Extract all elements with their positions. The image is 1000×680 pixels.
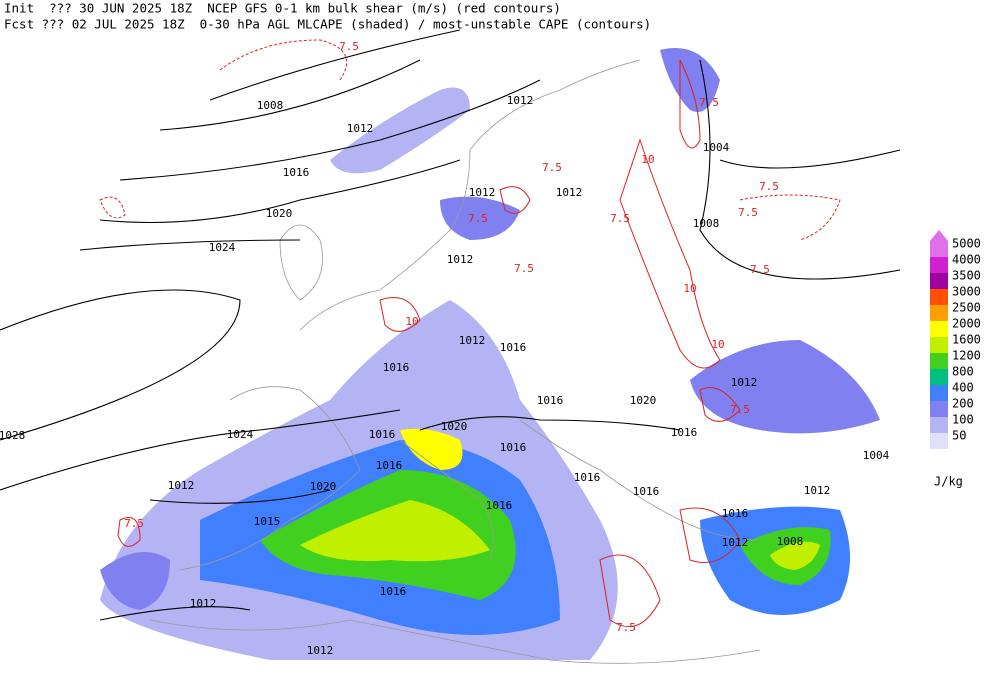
shear-label: 7.5 (730, 403, 750, 416)
isobar-label: 1016 (376, 459, 403, 472)
legend-unit: J/kg (934, 475, 963, 489)
legend-label: 5000 (952, 237, 981, 251)
isobar-label: 1028 (0, 429, 25, 442)
legend-swatch (930, 433, 948, 449)
legend-label: 800 (952, 365, 974, 379)
isobar-label: 1016 (486, 499, 513, 512)
isobar-label: 1008 (257, 99, 284, 112)
isobar-label: 1012 (804, 484, 831, 497)
isobar-label: 1004 (703, 141, 730, 154)
isobar-label: 1012 (556, 186, 583, 199)
legend-label: 3500 (952, 269, 981, 283)
shear-label: 7.5 (542, 161, 562, 174)
shear-label: 7.5 (738, 206, 758, 219)
shear-label: 7.5 (750, 263, 770, 276)
isobar-label: 1004 (863, 449, 890, 462)
isobar-label: 1016 (283, 166, 310, 179)
isobar-label: 1016 (722, 507, 749, 520)
isobar-label: 1012 (447, 253, 474, 266)
legend-swatch (930, 289, 948, 305)
legend-swatch (930, 241, 948, 257)
shear-contours (99, 39, 841, 628)
shear-label: 10 (405, 315, 418, 328)
legend-swatch (930, 417, 948, 433)
isobar-label: 1016 (383, 361, 410, 374)
isobar-label: 1016 (369, 428, 396, 441)
legend-label: 400 (952, 381, 974, 395)
legend-swatch (930, 337, 948, 353)
isobar-label: 1015 (254, 515, 281, 528)
legend-label: 2500 (952, 301, 981, 315)
shear-label: 7.5 (514, 262, 534, 275)
cape-shading (100, 48, 880, 660)
legend-label: 1200 (952, 349, 981, 363)
header-line: Fcst ??? 02 JUL 2025 18Z 0-30 hPa AGL ML… (4, 17, 651, 32)
shear-label: 7.5 (759, 180, 779, 193)
legend-swatch (930, 385, 948, 401)
legend-label: 3000 (952, 285, 981, 299)
legend-swatch (930, 401, 948, 417)
isobar-label: 1020 (441, 420, 468, 433)
isobar-label: 1016 (537, 394, 564, 407)
map-labels: 1008 1012 1012 1004 1016 1012 1012 1020 1008 1024… (0, 40, 890, 657)
shear-label: 7.5 (616, 621, 636, 634)
isobar-label: 1016 (633, 485, 660, 498)
legend-label: 2000 (952, 317, 981, 331)
legend: 5000 4000 3500 3000 2500 2000 1600 1200 800 400 20… (930, 230, 981, 489)
isobar-label: 1024 (209, 241, 236, 254)
isobar-label: 1012 (459, 334, 486, 347)
isobar-label: 1020 (630, 394, 657, 407)
isobar-label: 1012 (347, 122, 374, 135)
isobar-label: 1008 (693, 217, 720, 230)
shear-label: 7.5 (124, 517, 144, 530)
isobar-label: 1012 (722, 536, 749, 549)
legend-label: 4000 (952, 253, 981, 267)
isobar-label: 1012 (507, 94, 534, 107)
legend-arrow (930, 230, 948, 241)
shear-label: 7.5 (610, 212, 630, 225)
legend-swatch (930, 305, 948, 321)
isobar-label: 1016 (574, 471, 601, 484)
shear-label: 7.5 (699, 96, 719, 109)
legend-swatch (930, 353, 948, 369)
shear-label: 7.5 (339, 40, 359, 53)
coastlines (149, 59, 761, 664)
isobars (0, 29, 901, 621)
shear-label: 10 (641, 153, 654, 166)
isobar-label: 1016 (500, 341, 527, 354)
shear-label: 10 (711, 338, 724, 351)
isobar-label: 1016 (671, 426, 698, 439)
legend-label: 200 (952, 397, 974, 411)
isobar-label: 1008 (777, 535, 804, 548)
isobar-label: 1012 (469, 186, 496, 199)
isobar-label: 1020 (310, 480, 337, 493)
isobar-label: 1016 (500, 441, 527, 454)
header-line: Init ??? 30 JUN 2025 18Z NCEP GFS 0-1 km… (4, 1, 561, 16)
isobar-label: 1012 (731, 376, 758, 389)
isobar-label: 1020 (266, 207, 293, 220)
legend-swatch (930, 257, 948, 273)
isobar-label: 1012 (190, 597, 217, 610)
isobar-label: 1024 (227, 428, 254, 441)
isobar-label: 1012 (168, 479, 195, 492)
legend-swatch (930, 369, 948, 385)
legend-swatch (930, 321, 948, 337)
shear-label: 10 (683, 282, 696, 295)
isobar-label: 1012 (307, 644, 334, 657)
legend-swatch (930, 273, 948, 289)
legend-label: 100 (952, 413, 974, 427)
legend-label: 50 (952, 429, 966, 443)
shear-label: 7.5 (468, 212, 488, 225)
legend-label: 1600 (952, 333, 981, 347)
isobar-label: 1016 (380, 585, 407, 598)
